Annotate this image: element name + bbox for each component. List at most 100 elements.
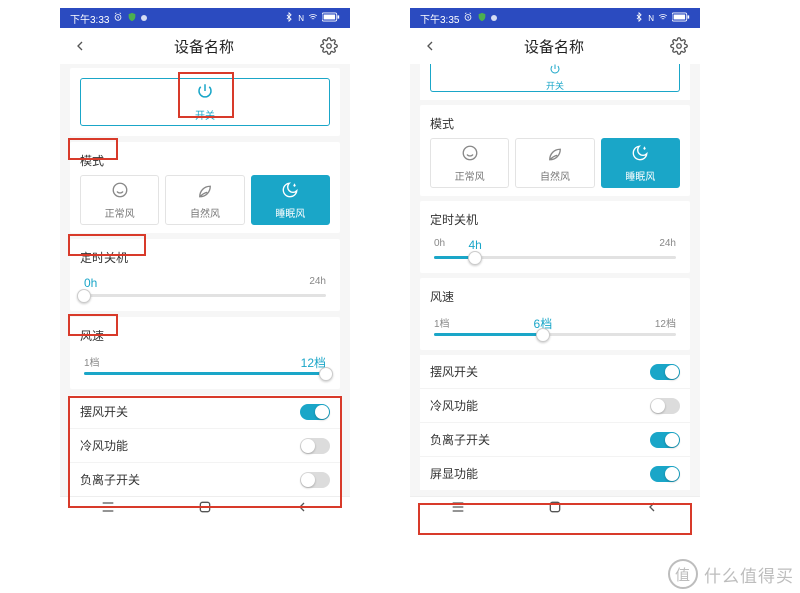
mode-label: 睡眠风 — [625, 168, 655, 183]
timer-card: 定时关机 0h 4h 24h — [420, 201, 690, 273]
back-button[interactable] — [422, 38, 438, 54]
speed-card: 风速 1档 6档 12档 — [420, 278, 690, 350]
dot-icon — [491, 15, 497, 21]
alarm-icon — [113, 12, 123, 25]
toggle-label: 摆风开关 — [80, 403, 128, 420]
mode-option[interactable]: 睡眠风 — [601, 138, 680, 188]
power-icon — [196, 82, 214, 105]
moon-icon — [631, 144, 649, 165]
nav-back[interactable] — [294, 499, 310, 520]
settings-button[interactable] — [320, 37, 338, 55]
dot-icon — [141, 15, 147, 21]
page-title: 设备名称 — [524, 36, 584, 57]
mode-label: 自然风 — [190, 205, 220, 220]
speed-slider-thumb[interactable] — [536, 328, 550, 342]
battery-icon — [322, 12, 340, 24]
smile-icon — [461, 144, 479, 165]
toggle-row: 负离子开关 — [420, 423, 690, 457]
timer-slider[interactable] — [434, 256, 676, 259]
page-title: 设备名称 — [174, 36, 234, 57]
mode-option[interactable]: 自然风 — [165, 175, 244, 225]
toggle-switch[interactable] — [650, 364, 680, 380]
watermark-text: 什么值得买 — [704, 562, 794, 587]
mode-card: 模式 正常风 自然风 睡眠风 — [70, 142, 340, 233]
status-time: 下午3:33 — [70, 11, 109, 26]
mode-label: 正常风 — [455, 168, 485, 183]
timer-card: 定时关机 0h 24h — [70, 239, 340, 311]
signal-icon: N — [298, 14, 304, 23]
power-icon — [549, 63, 561, 78]
leaf-icon — [546, 144, 564, 165]
toggle-label: 冷风功能 — [80, 437, 128, 454]
timer-min-label: 0h — [434, 238, 445, 252]
mode-option[interactable]: 睡眠风 — [251, 175, 330, 225]
wifi-icon — [308, 12, 318, 24]
shield-icon — [477, 12, 487, 25]
bluetooth-icon — [634, 12, 644, 24]
toggle-label: 屏显功能 — [430, 465, 478, 482]
speed-min-label: 1档 — [434, 315, 450, 329]
toggle-row: 屏显功能 — [420, 457, 690, 490]
mode-label: 自然风 — [540, 168, 570, 183]
power-label: 开关 — [546, 79, 564, 92]
signal-icon: N — [648, 14, 654, 23]
phone-left: 下午3:33 N — [60, 8, 350, 522]
moon-icon — [281, 181, 299, 202]
content-area: 开关 模式 正常风 自然风 睡眠风 定时关机 0h 24h — [60, 64, 350, 496]
power-button[interactable]: 开关 — [430, 64, 680, 92]
speed-max-label: 12档 — [655, 315, 676, 329]
nav-recent[interactable] — [100, 499, 116, 520]
timer-slider-thumb[interactable] — [77, 289, 91, 303]
toggle-label: 负离子开关 — [80, 471, 140, 488]
android-navbar — [410, 496, 700, 522]
toggle-switch[interactable] — [650, 398, 680, 414]
toggle-row: 摆风开关 — [70, 395, 340, 429]
mode-card: 模式 正常风 自然风 睡眠风 — [420, 105, 690, 196]
speed-max-label: 12档 — [301, 354, 326, 368]
settings-button[interactable] — [670, 37, 688, 55]
speed-slider[interactable] — [434, 333, 676, 336]
mode-title: 模式 — [80, 150, 330, 175]
power-card: 开关 — [70, 68, 340, 136]
back-button[interactable] — [72, 38, 88, 54]
mode-option[interactable]: 自然风 — [515, 138, 594, 188]
leaf-icon — [196, 181, 214, 202]
toggle-switch[interactable] — [650, 432, 680, 448]
timer-title: 定时关机 — [430, 209, 680, 234]
mode-option[interactable]: 正常风 — [80, 175, 159, 225]
smile-icon — [111, 181, 129, 202]
phone-right: 下午3:35 N — [410, 8, 700, 522]
speed-title: 风速 — [430, 286, 680, 311]
toggle-switch[interactable] — [300, 472, 330, 488]
mode-title: 模式 — [430, 113, 680, 138]
battery-icon — [672, 12, 690, 24]
mode-row: 正常风 自然风 睡眠风 — [430, 138, 680, 188]
timer-slider[interactable] — [84, 294, 326, 297]
alarm-icon — [463, 12, 473, 25]
toggle-switch[interactable] — [300, 404, 330, 420]
nav-recent[interactable] — [450, 499, 466, 520]
status-time: 下午3:35 — [420, 11, 459, 26]
toggle-row: 摆风开关 — [420, 355, 690, 389]
toggle-row: 负离子开关 — [70, 463, 340, 496]
nav-home[interactable] — [197, 499, 213, 520]
nav-back[interactable] — [644, 499, 660, 520]
status-bar: 下午3:35 N — [410, 8, 700, 28]
speed-title: 风速 — [80, 325, 330, 350]
watermark: 值 什么值得买 — [668, 559, 794, 589]
speed-min-label: 1档 — [84, 354, 100, 368]
toggle-label: 摆风开关 — [430, 363, 478, 380]
nav-home[interactable] — [547, 499, 563, 520]
mode-label: 正常风 — [105, 205, 135, 220]
power-button[interactable]: 开关 — [80, 78, 330, 126]
speed-slider[interactable] — [84, 372, 326, 375]
mode-option[interactable]: 正常风 — [430, 138, 509, 188]
toggle-switch[interactable] — [300, 438, 330, 454]
toggles-card: 摆风开关冷风功能负离子开关 — [70, 395, 340, 496]
timer-slider-thumb[interactable] — [468, 251, 482, 265]
toggle-label: 负离子开关 — [430, 431, 490, 448]
mode-label: 睡眠风 — [275, 205, 305, 220]
android-navbar — [60, 496, 350, 522]
toggle-switch[interactable] — [650, 466, 680, 482]
speed-slider-thumb[interactable] — [319, 367, 333, 381]
